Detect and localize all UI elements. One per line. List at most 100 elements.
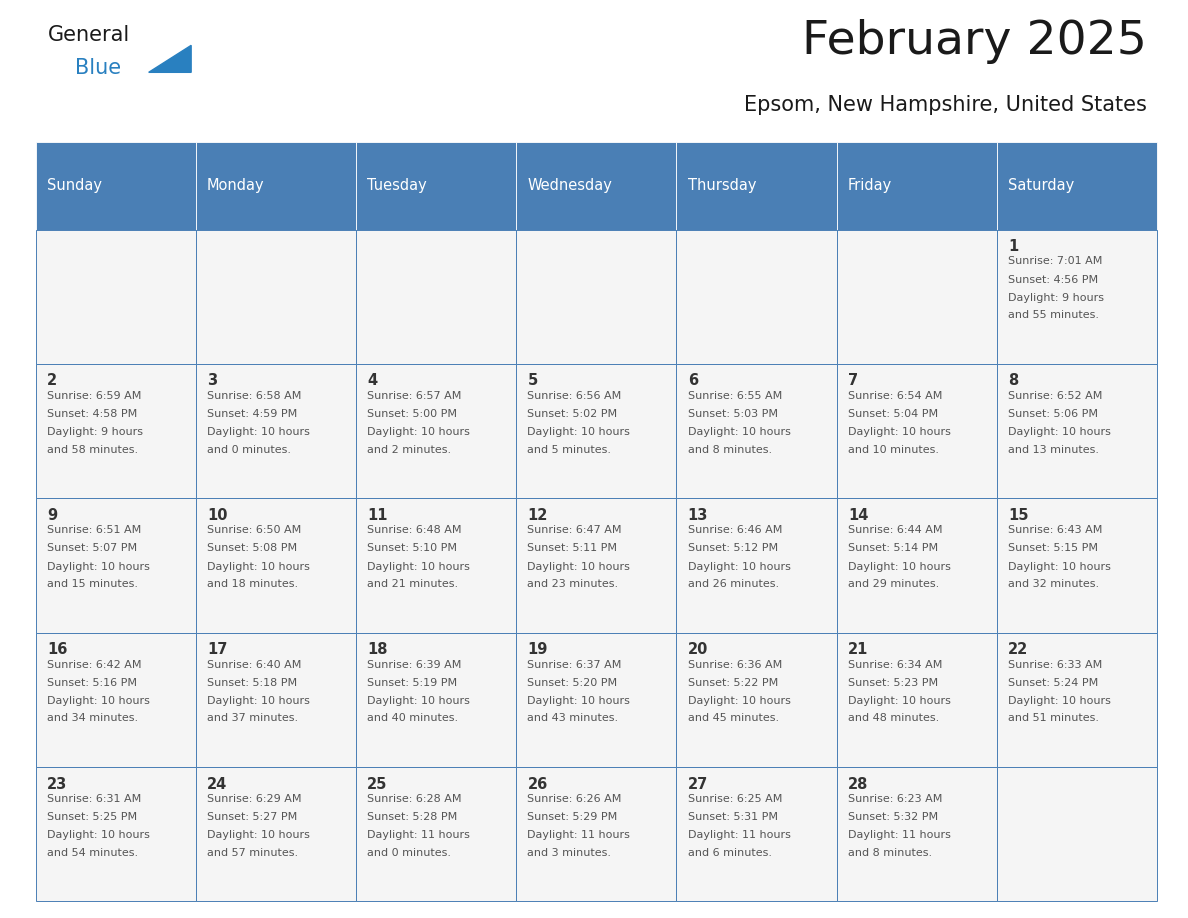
Text: and 40 minutes.: and 40 minutes.	[367, 713, 459, 723]
Text: Daylight: 10 hours: Daylight: 10 hours	[688, 427, 790, 437]
Text: Sunrise: 6:57 AM: Sunrise: 6:57 AM	[367, 391, 462, 401]
Text: and 34 minutes.: and 34 minutes.	[46, 713, 138, 723]
Bar	[517, 767, 676, 901]
Text: 19: 19	[527, 642, 548, 657]
Text: Sunrise: 7:01 AM: Sunrise: 7:01 AM	[1009, 256, 1102, 266]
Text: February 2025: February 2025	[802, 19, 1148, 64]
Bar	[36, 230, 196, 364]
Text: Daylight: 10 hours: Daylight: 10 hours	[848, 696, 950, 706]
Polygon shape	[148, 45, 191, 73]
Text: Sunset: 5:18 PM: Sunset: 5:18 PM	[207, 677, 297, 688]
Text: Daylight: 10 hours: Daylight: 10 hours	[207, 830, 310, 840]
Text: Sunrise: 6:58 AM: Sunrise: 6:58 AM	[207, 391, 302, 401]
Text: and 21 minutes.: and 21 minutes.	[367, 579, 459, 589]
Text: Sunset: 5:04 PM: Sunset: 5:04 PM	[848, 409, 939, 419]
Text: Daylight: 10 hours: Daylight: 10 hours	[527, 696, 631, 706]
Text: and 26 minutes.: and 26 minutes.	[688, 579, 779, 589]
Text: and 55 minutes.: and 55 minutes.	[1009, 310, 1099, 320]
Bar	[997, 633, 1157, 767]
Bar	[676, 364, 836, 498]
Text: and 37 minutes.: and 37 minutes.	[207, 713, 298, 723]
Bar	[997, 364, 1157, 498]
Bar	[676, 767, 836, 901]
Text: Sunset: 5:07 PM: Sunset: 5:07 PM	[46, 543, 137, 554]
Text: Sunset: 5:25 PM: Sunset: 5:25 PM	[46, 812, 137, 823]
Text: Daylight: 10 hours: Daylight: 10 hours	[1009, 562, 1111, 572]
Text: 20: 20	[688, 642, 708, 657]
Text: Daylight: 10 hours: Daylight: 10 hours	[848, 427, 950, 437]
Bar	[196, 498, 356, 633]
Bar	[36, 633, 196, 767]
Text: Sunrise: 6:33 AM: Sunrise: 6:33 AM	[1009, 660, 1102, 669]
Text: and 10 minutes.: and 10 minutes.	[848, 444, 939, 454]
Text: Epsom, New Hampshire, United States: Epsom, New Hampshire, United States	[744, 95, 1148, 115]
Text: 22: 22	[1009, 642, 1029, 657]
Bar	[356, 767, 517, 901]
Text: Daylight: 11 hours: Daylight: 11 hours	[848, 830, 950, 840]
Text: Sunset: 5:23 PM: Sunset: 5:23 PM	[848, 677, 939, 688]
Text: Sunrise: 6:43 AM: Sunrise: 6:43 AM	[1009, 525, 1102, 535]
Text: Sunrise: 6:47 AM: Sunrise: 6:47 AM	[527, 525, 623, 535]
Text: Daylight: 10 hours: Daylight: 10 hours	[207, 427, 310, 437]
Text: 8: 8	[1009, 374, 1018, 388]
Text: Daylight: 10 hours: Daylight: 10 hours	[367, 562, 470, 572]
Text: Sunrise: 6:46 AM: Sunrise: 6:46 AM	[688, 525, 782, 535]
Text: Daylight: 10 hours: Daylight: 10 hours	[1009, 427, 1111, 437]
Bar	[997, 498, 1157, 633]
Text: Sunrise: 6:59 AM: Sunrise: 6:59 AM	[46, 391, 141, 401]
Text: Sunset: 5:12 PM: Sunset: 5:12 PM	[688, 543, 778, 554]
Bar	[356, 498, 517, 633]
Text: Saturday: Saturday	[1009, 178, 1074, 194]
Text: and 6 minutes.: and 6 minutes.	[688, 847, 772, 857]
Text: Blue: Blue	[75, 58, 121, 78]
Text: Sunrise: 6:51 AM: Sunrise: 6:51 AM	[46, 525, 141, 535]
Bar	[836, 142, 997, 230]
Text: 6: 6	[688, 374, 697, 388]
Text: Sunrise: 6:34 AM: Sunrise: 6:34 AM	[848, 660, 942, 669]
Text: 17: 17	[207, 642, 227, 657]
Text: Sunset: 5:14 PM: Sunset: 5:14 PM	[848, 543, 939, 554]
Text: Daylight: 10 hours: Daylight: 10 hours	[367, 696, 470, 706]
Text: Sunset: 5:28 PM: Sunset: 5:28 PM	[367, 812, 457, 823]
Text: 26: 26	[527, 777, 548, 791]
Text: 15: 15	[1009, 508, 1029, 522]
Text: 21: 21	[848, 642, 868, 657]
Text: 11: 11	[367, 508, 387, 522]
Text: Daylight: 10 hours: Daylight: 10 hours	[46, 830, 150, 840]
Text: 27: 27	[688, 777, 708, 791]
Bar	[356, 364, 517, 498]
Text: 7: 7	[848, 374, 858, 388]
Bar	[36, 767, 196, 901]
Text: Daylight: 10 hours: Daylight: 10 hours	[207, 562, 310, 572]
Text: Sunset: 5:22 PM: Sunset: 5:22 PM	[688, 677, 778, 688]
Text: 5: 5	[527, 374, 538, 388]
Text: 1: 1	[1009, 239, 1018, 254]
Text: and 3 minutes.: and 3 minutes.	[527, 847, 612, 857]
Text: Sunrise: 6:52 AM: Sunrise: 6:52 AM	[1009, 391, 1102, 401]
Text: and 43 minutes.: and 43 minutes.	[527, 713, 619, 723]
Text: Sunrise: 6:31 AM: Sunrise: 6:31 AM	[46, 794, 141, 804]
Bar	[517, 230, 676, 364]
Bar	[836, 633, 997, 767]
Text: and 32 minutes.: and 32 minutes.	[1009, 579, 1099, 589]
Text: 25: 25	[367, 777, 387, 791]
Text: Sunset: 5:10 PM: Sunset: 5:10 PM	[367, 543, 457, 554]
Text: Sunset: 5:03 PM: Sunset: 5:03 PM	[688, 409, 778, 419]
Text: Sunset: 4:58 PM: Sunset: 4:58 PM	[46, 409, 137, 419]
Bar	[997, 142, 1157, 230]
Text: Sunset: 5:29 PM: Sunset: 5:29 PM	[527, 812, 618, 823]
Text: and 0 minutes.: and 0 minutes.	[207, 444, 291, 454]
Text: Daylight: 9 hours: Daylight: 9 hours	[46, 427, 143, 437]
Bar	[676, 498, 836, 633]
Text: Sunrise: 6:26 AM: Sunrise: 6:26 AM	[527, 794, 621, 804]
Text: 4: 4	[367, 374, 378, 388]
Bar	[997, 230, 1157, 364]
Text: 2: 2	[46, 374, 57, 388]
Text: 14: 14	[848, 508, 868, 522]
Text: Monday: Monday	[207, 178, 265, 194]
Text: Sunset: 5:24 PM: Sunset: 5:24 PM	[1009, 677, 1099, 688]
Bar	[196, 364, 356, 498]
Text: 3: 3	[207, 374, 217, 388]
Text: 18: 18	[367, 642, 387, 657]
Text: Wednesday: Wednesday	[527, 178, 612, 194]
